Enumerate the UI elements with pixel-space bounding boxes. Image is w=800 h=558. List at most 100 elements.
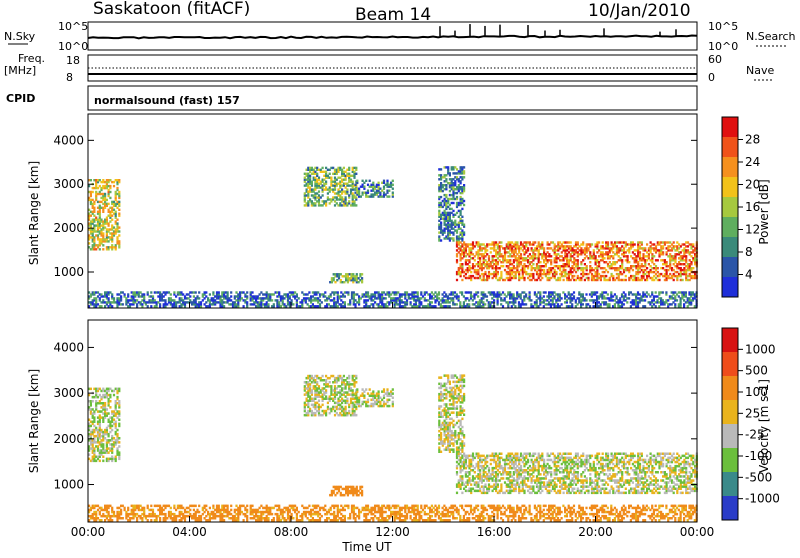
- echo-cell: [143, 293, 145, 295]
- echo-cell: [616, 295, 618, 297]
- echo-cell: [223, 305, 225, 307]
- echo-cell: [113, 394, 115, 397]
- echo-cell: [109, 197, 111, 199]
- echo-cell: [108, 412, 110, 415]
- echo-cell: [318, 190, 320, 192]
- echo-cell: [603, 257, 605, 259]
- echo-cell: [352, 389, 354, 392]
- echo-cell: [118, 213, 120, 215]
- echo-cell: [392, 392, 394, 395]
- nsearch-label: N.Search: [746, 30, 796, 43]
- echo-cell: [634, 243, 636, 245]
- echo-cell: [118, 410, 120, 413]
- echo-cell: [109, 191, 111, 193]
- echo-cell: [292, 303, 294, 305]
- echo-cell: [318, 400, 320, 403]
- echo-cell: [461, 279, 463, 281]
- echo-cell: [356, 273, 358, 275]
- echo-cell: [673, 279, 675, 281]
- echo-cell: [438, 291, 440, 293]
- echo-cell: [573, 295, 575, 297]
- nave-label: Nave: [746, 64, 774, 77]
- echo-cell: [118, 201, 120, 203]
- echo-cell: [316, 381, 318, 384]
- echo-cell: [440, 239, 442, 241]
- echo-cell: [623, 303, 625, 305]
- noise-trace: [88, 24, 697, 38]
- echo-cell: [525, 293, 527, 295]
- echo-cell: [218, 291, 220, 293]
- echo-cell: [585, 299, 587, 301]
- echo-cell: [352, 181, 354, 183]
- echo-cell: [461, 208, 463, 210]
- echo-cell: [543, 247, 545, 249]
- echo-cell: [545, 291, 547, 293]
- echo-cell: [692, 267, 694, 269]
- echo-cell: [93, 207, 95, 209]
- echo-cell: [330, 177, 332, 179]
- echo-cell: [316, 173, 318, 175]
- echo-cell: [348, 167, 350, 169]
- echo-cell: [102, 460, 104, 463]
- echo-cell: [92, 400, 94, 403]
- echo-cell: [532, 263, 534, 265]
- echo-cell: [365, 388, 367, 391]
- echo-cell: [164, 299, 166, 301]
- date-title: 10/Jan/2010: [588, 1, 691, 21]
- echo-cell: [170, 293, 172, 295]
- echo-cell: [502, 305, 504, 307]
- echo-cell: [392, 388, 394, 391]
- echo-cell: [595, 255, 597, 257]
- echo-cell: [447, 166, 449, 168]
- echo-cell: [369, 180, 371, 182]
- freq-tick-bottom: 8: [66, 71, 73, 84]
- echo-cell: [378, 182, 380, 184]
- echo-cell: [118, 179, 120, 181]
- echo-cell: [90, 179, 92, 181]
- echo-cell: [100, 305, 102, 307]
- echo-cell: [367, 291, 369, 293]
- echo-cell: [474, 259, 476, 261]
- echo-cell: [150, 291, 152, 293]
- echo-cell: [346, 188, 348, 190]
- echo-cell: [118, 441, 120, 444]
- echo-cell: [243, 305, 245, 307]
- echo-cell: [591, 243, 593, 245]
- echo-cell: [325, 181, 327, 183]
- echo-cell: [355, 414, 357, 417]
- echo-cell: [440, 196, 442, 198]
- echo-cell: [246, 301, 248, 303]
- echo-cell: [367, 399, 369, 402]
- echo-cell: [308, 291, 310, 293]
- echo-cell: [118, 437, 120, 440]
- echo-cell: [378, 390, 380, 393]
- echo-cell: [195, 291, 197, 293]
- echo-cell: [586, 265, 588, 267]
- echo-cell: [392, 180, 394, 182]
- echo-cell: [345, 406, 347, 409]
- echo-cell: [470, 291, 472, 293]
- echo-cell: [607, 241, 609, 243]
- noise-tick-right-top: 10^5: [708, 20, 738, 33]
- echo-cell: [344, 301, 346, 303]
- echo-cell: [99, 460, 101, 463]
- echo-cell: [392, 397, 394, 400]
- echo-cell: [227, 291, 229, 293]
- echo-cell: [685, 291, 687, 293]
- echo-cell: [486, 295, 488, 297]
- echo-cell: [582, 303, 584, 305]
- echo-cell: [502, 265, 504, 267]
- echo-cell: [348, 200, 350, 202]
- echo-cell: [230, 295, 232, 297]
- echo-cell: [111, 429, 113, 432]
- nsky-trace: [88, 36, 697, 39]
- echo-cell: [598, 241, 600, 243]
- echo-cell: [438, 235, 440, 237]
- echo-cell: [484, 271, 486, 273]
- echo-cell: [118, 240, 120, 242]
- echo-cell: [641, 241, 643, 243]
- echo-cell: [318, 385, 320, 388]
- echo-cell: [152, 295, 154, 297]
- echo-cell: [386, 388, 388, 391]
- echo-cell: [118, 234, 120, 236]
